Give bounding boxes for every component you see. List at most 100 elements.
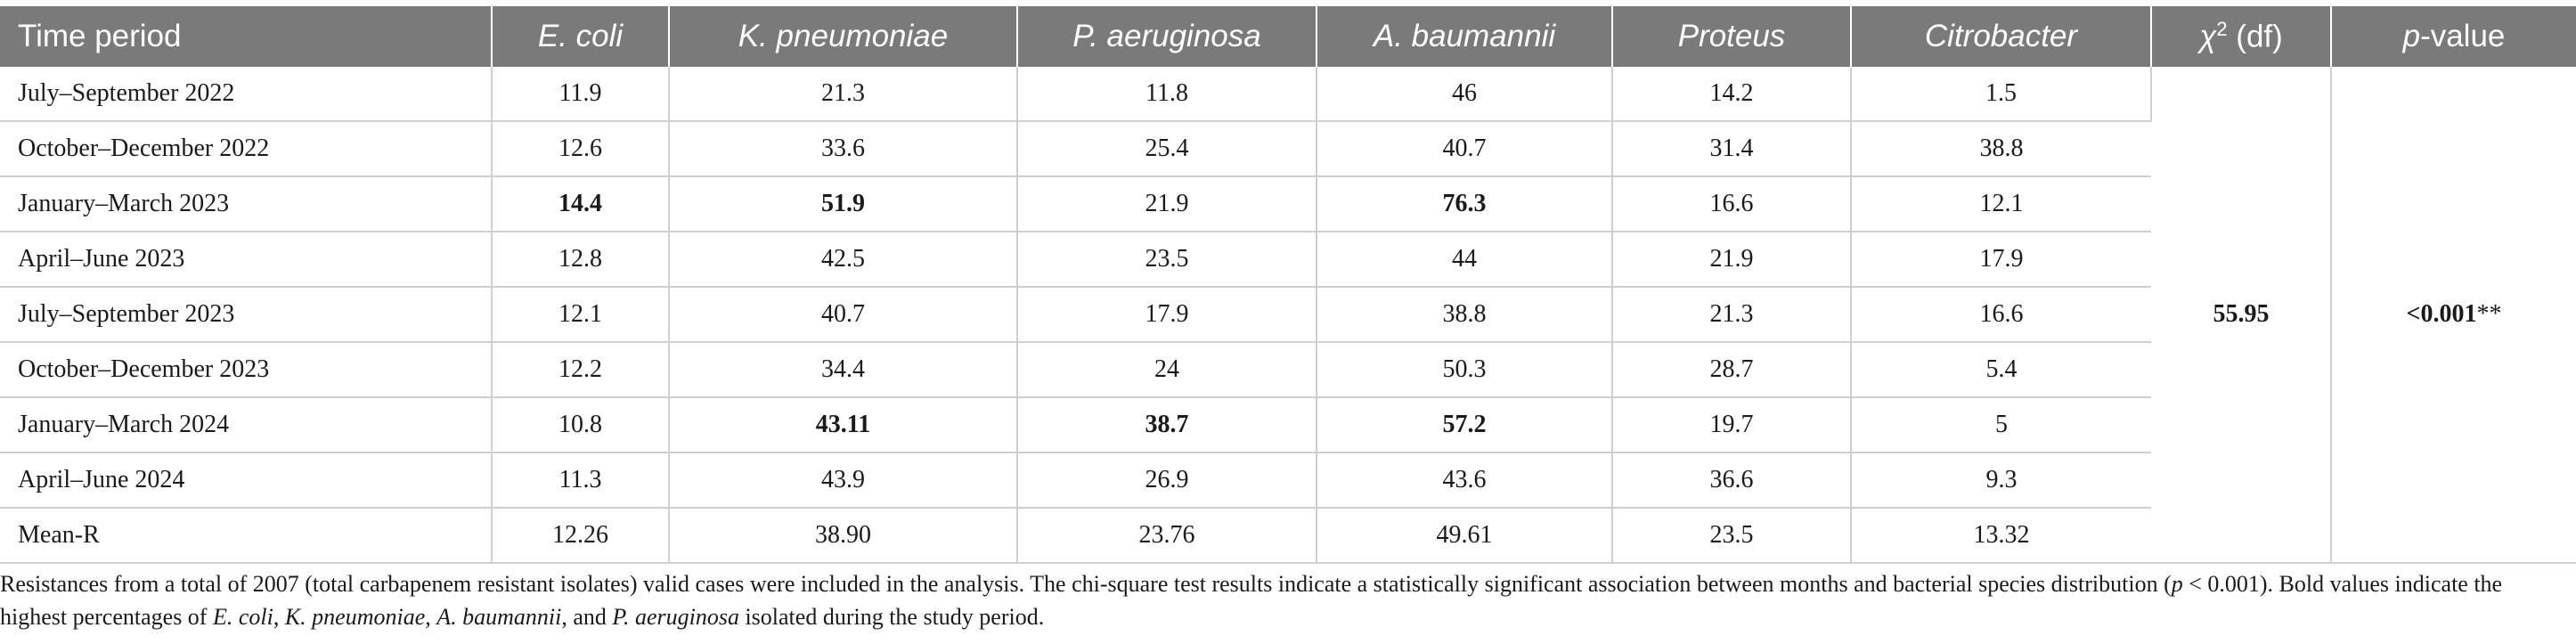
header-kpneumoniae: K. pneumoniae [669, 6, 1018, 67]
cell-time-period: July–September 2022 [0, 67, 493, 122]
footnote-text-1: Resistances from a total of 2007 (total … [0, 571, 2172, 597]
cell-time-period: July–September 2023 [0, 287, 493, 343]
cell-abaumannii: 40.7 [1317, 121, 1613, 177]
cell-time-period: January–March 2023 [0, 176, 493, 232]
header-ecoli: E. coli [492, 6, 670, 67]
footnote-text-2: highest percentages of [0, 604, 213, 630]
cell-citrobacter: 17.9 [1851, 232, 2151, 288]
cell-abaumannii: 46 [1317, 67, 1613, 122]
cell-ecoli: 11.3 [492, 452, 670, 509]
table-footnote: Resistances from a total of 2007 (total … [0, 567, 2565, 633]
cell-time-period: January–March 2024 [0, 397, 493, 453]
footnote-text-1-end: < 0.001). Bold values indicate the [2182, 571, 2503, 597]
footnote-p-symbol: p [2171, 571, 2183, 597]
cell-abaumannii: 57.2 [1317, 397, 1613, 453]
cell-kpneumoniae: 34.4 [669, 342, 1018, 398]
cell-proteus: 16.6 [1612, 176, 1852, 232]
table-row: January–March 2024 10.8 43.11 38.7 57.2 19.7 5 [0, 397, 2576, 453]
cell-abaumannii: 50.3 [1317, 342, 1613, 398]
table-row: April–June 2023 12.8 42.5 23.5 44 21.9 17.9 [0, 232, 2576, 288]
cell-ecoli: 12.8 [492, 232, 670, 288]
cell-kpneumoniae: 42.5 [669, 232, 1018, 288]
cell-proteus: 28.7 [1612, 342, 1852, 398]
cell-citrobacter: 9.3 [1851, 452, 2151, 509]
cell-citrobacter: 5 [1851, 397, 2151, 453]
header-citrobacter: Citrobacter [1851, 6, 2152, 67]
cell-citrobacter: 38.8 [1851, 121, 2151, 177]
cell-proteus: 21.3 [1612, 287, 1852, 343]
cell-paeruginosa: 23.5 [1017, 232, 1317, 288]
cell-abaumannii: 44 [1317, 232, 1613, 288]
table-row: April–June 2024 11.3 43.9 26.9 43.6 36.6 9.3 [0, 452, 2576, 509]
cell-ecoli: 12.2 [492, 342, 670, 398]
table-row: July–September 2022 11.9 21.3 11.8 46 14.2 1.5… [0, 67, 2576, 564]
footnote-separator: , [273, 604, 285, 630]
table-row: July–September 2023 12.1 40.7 17.9 38.8 21.3 1… [0, 287, 2576, 343]
cell-proteus: 19.7 [1612, 397, 1852, 453]
data-table-container: Time period E. coli K. pneumoniae P. aerugi… [0, 6, 2576, 564]
cell-paeruginosa: 25.4 [1017, 121, 1317, 177]
cell-p-value: <0.001** [2331, 67, 2576, 564]
table-body: July–September 2022 11.9 21.3 11.8 46 14.2 1.5… [0, 67, 2576, 564]
cell-proteus: 21.9 [1612, 232, 1852, 288]
cell-citrobacter: 16.6 [1851, 287, 2151, 343]
cell-kpneumoniae: 38.90 [669, 508, 1018, 564]
cell-paeruginosa: 24 [1017, 342, 1317, 398]
p-value-number: <0.001 [2406, 300, 2477, 328]
cell-ecoli: 14.4 [492, 176, 670, 232]
cell-paeruginosa: 21.9 [1017, 176, 1317, 232]
cell-time-period: April–June 2023 [0, 232, 493, 288]
cell-chi-square: 55.95 [2151, 67, 2332, 564]
header-abaumannii: A. baumannii [1317, 6, 1613, 67]
footnote-separator: , and [561, 604, 613, 630]
footnote-species-ecoli: E. coli [212, 604, 273, 630]
cell-citrobacter: 5.4 [1851, 342, 2151, 398]
cell-ecoli: 11.9 [492, 67, 670, 122]
cell-kpneumoniae: 21.3 [669, 67, 1018, 122]
footnote-species-kpneumoniae: K. pneumoniae [284, 604, 426, 630]
cell-citrobacter: 13.32 [1851, 508, 2151, 564]
cell-proteus: 31.4 [1612, 121, 1852, 177]
cell-time-period: October–December 2022 [0, 121, 493, 177]
table-row: Mean-R 12.26 38.90 23.76 49.61 23.5 13.32 [0, 508, 2576, 564]
cell-time-period: October–December 2023 [0, 342, 493, 398]
cell-abaumannii: 43.6 [1317, 452, 1613, 509]
cell-paeruginosa: 17.9 [1017, 287, 1317, 343]
cell-citrobacter: 1.5 [1851, 67, 2152, 122]
cell-proteus: 36.6 [1612, 452, 1852, 509]
cell-ecoli: 12.1 [492, 287, 670, 343]
header-time-period: Time period [0, 6, 493, 67]
cell-time-period: April–June 2024 [0, 452, 493, 509]
cell-abaumannii: 49.61 [1317, 508, 1613, 564]
header-paeruginosa: P. aeruginosa [1017, 6, 1317, 67]
header-row: Time period E. coli K. pneumoniae P. aerugi… [0, 6, 2576, 67]
cell-proteus: 23.5 [1612, 508, 1852, 564]
cell-ecoli: 12.26 [492, 508, 670, 564]
cell-citrobacter: 12.1 [1851, 176, 2151, 232]
footnote-species-abaumannii: A. baumannii [436, 604, 562, 630]
cell-kpneumoniae: 43.11 [669, 397, 1018, 453]
cell-ecoli: 12.6 [492, 121, 670, 177]
cell-kpneumoniae: 33.6 [669, 121, 1018, 177]
table-row: October–December 2022 12.6 33.6 25.4 40.7 31.… [0, 121, 2576, 177]
cell-abaumannii: 38.8 [1317, 287, 1613, 343]
table-row: October–December 2023 12.2 34.4 24 50.3 28.7 5… [0, 342, 2576, 398]
header-proteus: Proteus [1612, 6, 1852, 67]
p-value-marker: ** [2476, 300, 2502, 328]
cell-paeruginosa: 23.76 [1017, 508, 1317, 564]
cell-kpneumoniae: 40.7 [669, 287, 1018, 343]
table-row: January–March 2023 14.4 51.9 21.9 76.3 16.6 12… [0, 176, 2576, 232]
resistance-table: Time period E. coli K. pneumoniae P. aerugi… [0, 6, 2576, 564]
cell-kpneumoniae: 51.9 [669, 176, 1018, 232]
footnote-text-2-end: isolated during the study period. [738, 604, 1045, 630]
cell-paeruginosa: 26.9 [1017, 452, 1317, 509]
cell-kpneumoniae: 43.9 [669, 452, 1018, 509]
footnote-species-paeruginosa: P. aeruginosa [612, 604, 739, 630]
cell-paeruginosa: 38.7 [1017, 397, 1317, 453]
header-p-value: p-value [2331, 6, 2576, 67]
cell-ecoli: 10.8 [492, 397, 670, 453]
cell-time-period: Mean-R [0, 508, 493, 564]
cell-abaumannii: 76.3 [1317, 176, 1613, 232]
footnote-separator: , [425, 604, 437, 630]
cell-paeruginosa: 11.8 [1017, 67, 1317, 122]
